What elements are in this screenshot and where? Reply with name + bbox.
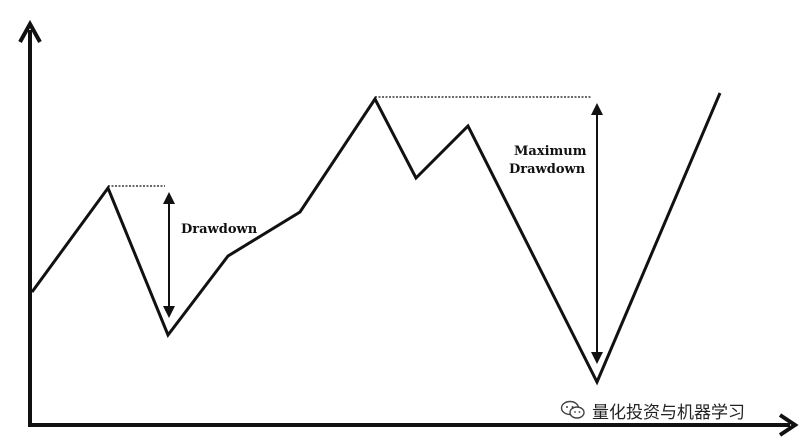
watermark-text: 量化投资与机器学习 — [592, 402, 745, 423]
max-drawdown-label-line1: Maximum — [514, 144, 587, 159]
y-axis-arrowhead — [18, 19, 42, 43]
drawdown-label: Drawdown — [181, 222, 258, 237]
equity-curve — [30, 92, 722, 386]
max-drawdown-label-line2: Drawdown — [509, 162, 586, 177]
wechat-icon — [560, 400, 585, 419]
x-axis-arrowhead — [778, 413, 799, 437]
watermark: 量化投资与机器学习 — [556, 398, 749, 423]
